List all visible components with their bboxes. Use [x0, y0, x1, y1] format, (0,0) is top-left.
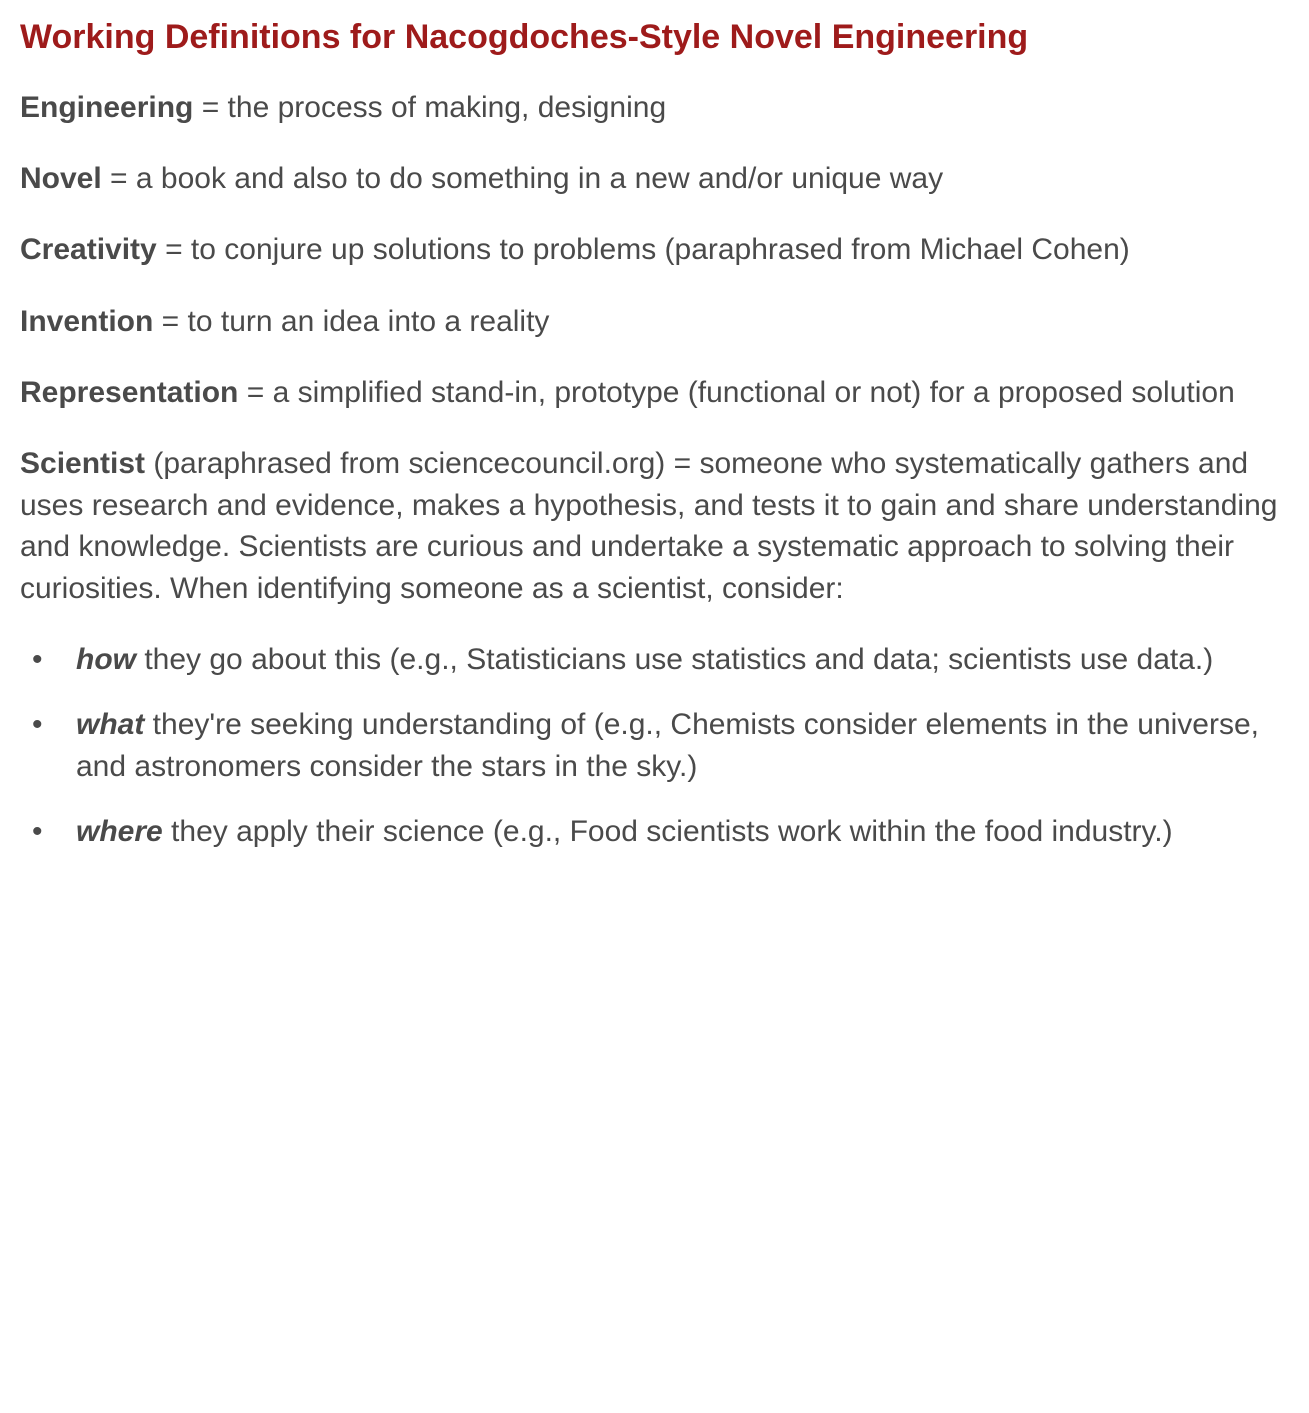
text-scientist: (paraphrased from sciencecouncil.org) = … [20, 447, 1277, 604]
list-item: how they go about this (e.g., Statistici… [28, 639, 1289, 680]
scientist-bullet-list: how they go about this (e.g., Statistici… [20, 639, 1289, 853]
text-creativity: = to conjure up solutions to problems (p… [157, 233, 1130, 266]
term-representation: Representation [20, 376, 238, 409]
text-engineering: = the process of making, designing [193, 91, 666, 124]
text-novel: = a book and also to do something in a n… [102, 162, 943, 195]
definition-engineering: Engineering = the process of making, des… [20, 87, 1289, 128]
text-invention: = to turn an idea into a reality [153, 305, 549, 338]
term-engineering: Engineering [20, 91, 193, 124]
term-creativity: Creativity [20, 233, 157, 266]
term-novel: Novel [20, 162, 102, 195]
term-invention: Invention [20, 305, 153, 338]
term-scientist: Scientist [20, 447, 145, 480]
bullet-lead-where: where [76, 815, 163, 848]
bullet-lead-how: how [76, 643, 136, 676]
bullet-lead-what: what [76, 708, 144, 741]
bullet-rest-what: they're seeking understanding of (e.g., … [76, 708, 1259, 782]
page-title: Working Definitions for Nacogdoches-Styl… [20, 16, 1289, 59]
bullet-rest-how: they go about this (e.g., Statisticians … [136, 643, 1213, 676]
definition-scientist: Scientist (paraphrased from sciencecounc… [20, 443, 1289, 609]
list-item: where they apply their science (e.g., Fo… [28, 811, 1289, 852]
definition-invention: Invention = to turn an idea into a reali… [20, 301, 1289, 342]
definition-creativity: Creativity = to conjure up solutions to … [20, 229, 1289, 270]
definition-representation: Representation = a simplified stand-in, … [20, 372, 1289, 413]
list-item: what they're seeking understanding of (e… [28, 704, 1289, 787]
definition-novel: Novel = a book and also to do something … [20, 158, 1289, 199]
bullet-rest-where: they apply their science (e.g., Food sci… [163, 815, 1173, 848]
text-representation: = a simplified stand-in, prototype (func… [238, 376, 1234, 409]
